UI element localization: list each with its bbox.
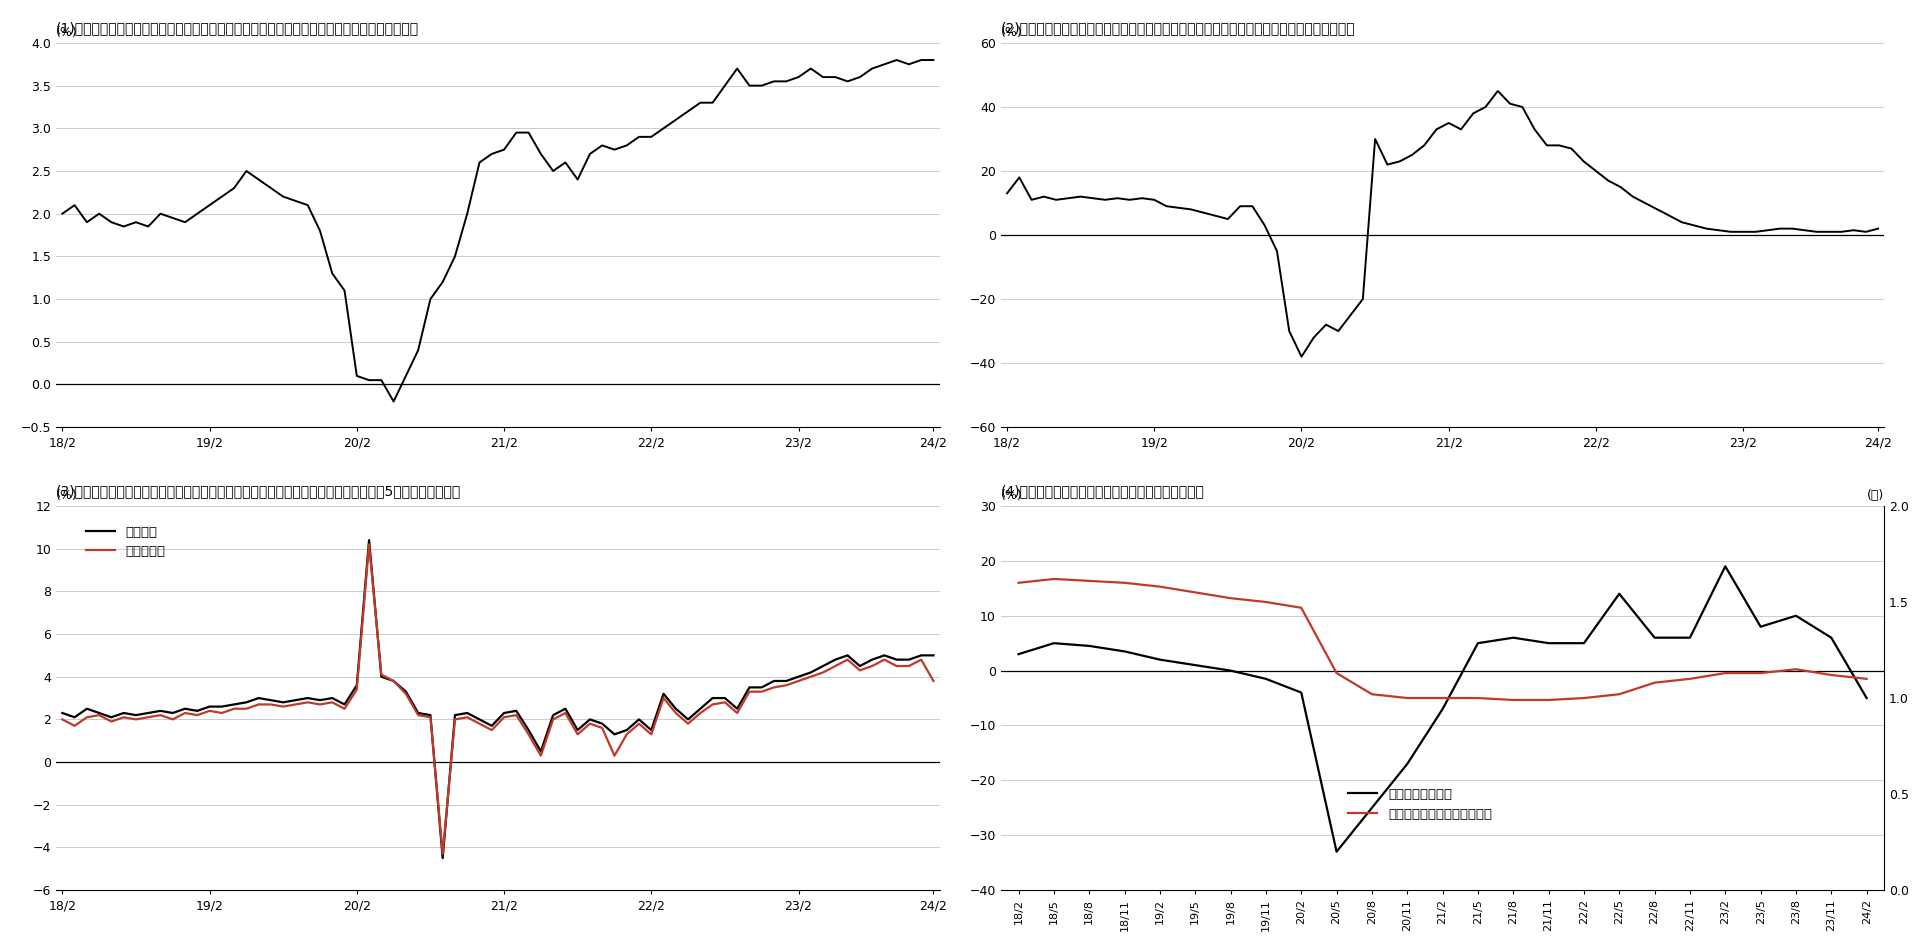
- 有効求人数前年比: [1749, 621, 1772, 632]
- 有効求人数前年比: [1148, 654, 1172, 665]
- 全事業所: [923, 649, 946, 661]
- 有効求人倍率（季節調整値）: [1042, 573, 1065, 585]
- Text: (1)募集賃金指数（前年同期比、ハローワーク含、総合、月次、ウエイト調整無、全国、全体）: (1)募集賃金指数（前年同期比、ハローワーク含、総合、月次、ウエイト調整無、全国…: [56, 21, 419, 35]
- 有効求人数前年比: [1254, 673, 1278, 684]
- 共通事業所: [430, 848, 454, 860]
- 全事業所: [565, 724, 589, 736]
- 有効求人数前年比: [1220, 664, 1243, 676]
- Line: 共通事業所: 共通事業所: [62, 545, 934, 854]
- 共通事業所: [872, 654, 896, 665]
- 有効求人倍率（季節調整値）: [1114, 577, 1137, 588]
- 有効求人数前年比: [1395, 758, 1419, 769]
- 有効求人倍率（季節調整値）: [1148, 581, 1172, 592]
- 有効求人倍率（季節調整値）: [1326, 667, 1349, 679]
- 有効求人数前年比: [1679, 632, 1702, 644]
- 有効求人倍率（季節調整値）: [1183, 586, 1206, 598]
- 有効求人数前年比: [1183, 660, 1206, 671]
- 有効求人倍率（季節調整値）: [1007, 577, 1031, 588]
- 全事業所: [664, 703, 687, 714]
- 有効求人倍率（季節調整値）: [1467, 692, 1490, 704]
- 共通事業所: [345, 684, 369, 695]
- Line: 全事業所: 全事業所: [62, 540, 934, 858]
- 有効求人数前年比: [1642, 632, 1666, 644]
- 共通事業所: [664, 707, 687, 719]
- 有効求人数前年比: [1573, 638, 1596, 649]
- Text: (4)一般職業紹介状況（前年同月比、パートタイム）: (4)一般職業紹介状況（前年同月比、パートタイム）: [1002, 484, 1204, 498]
- 有効求人数前年比: [1077, 640, 1100, 651]
- 有効求人倍率（季節調整値）: [1430, 692, 1453, 704]
- 有効求人倍率（季節調整値）: [1785, 664, 1808, 675]
- 全事業所: [627, 714, 650, 725]
- Line: 有効求人数前年比: 有効求人数前年比: [1019, 566, 1866, 852]
- 有効求人倍率（季節調整値）: [1642, 677, 1666, 688]
- 全事業所: [345, 680, 369, 691]
- 有効求人数前年比: [1855, 692, 1878, 704]
- 有効求人倍率（季節調整値）: [1220, 592, 1243, 604]
- 有効求人倍率（季節調整値）: [1254, 596, 1278, 607]
- 有効求人倍率（季節調整値）: [1608, 688, 1631, 700]
- 有効求人数前年比: [1114, 645, 1137, 657]
- 有効求人数前年比: [1007, 648, 1031, 660]
- Legend: 有効求人数前年比, 有効求人倍率（季節調整値）: 有効求人数前年比, 有効求人倍率（季節調整値）: [1343, 783, 1498, 826]
- 共通事業所: [565, 728, 589, 740]
- 有効求人数前年比: [1289, 686, 1312, 698]
- Legend: 全事業所, 共通事業所: 全事業所, 共通事業所: [81, 520, 170, 564]
- 全事業所: [50, 707, 73, 719]
- 有効求人倍率（季節調整値）: [1395, 692, 1419, 704]
- 有効求人倍率（季節調整値）: [1502, 694, 1525, 705]
- 有効求人倍率（季節調整値）: [1679, 673, 1702, 684]
- 有効求人倍率（季節調整値）: [1361, 688, 1384, 700]
- 有効求人数前年比: [1785, 610, 1808, 622]
- 有効求人倍率（季節調整値）: [1855, 673, 1878, 684]
- 有効求人倍率（季節調整値）: [1573, 692, 1596, 704]
- 有効求人倍率（季節調整値）: [1536, 694, 1559, 705]
- 共通事業所: [174, 707, 197, 719]
- 全事業所: [872, 649, 896, 661]
- 共通事業所: [627, 718, 650, 729]
- 有効求人倍率（季節調整値）: [1289, 602, 1312, 613]
- 全事業所: [430, 852, 454, 863]
- 共通事業所: [923, 675, 946, 686]
- 有効求人数前年比: [1042, 638, 1065, 649]
- Text: (%): (%): [1002, 26, 1023, 39]
- 共通事業所: [357, 539, 380, 550]
- 有効求人数前年比: [1326, 846, 1349, 858]
- 有効求人倍率（季節調整値）: [1077, 575, 1100, 586]
- 有効求人数前年比: [1361, 803, 1384, 814]
- Text: (3)毎月勤労統計（前年同月比、パートタイム、時間当たり所定内給与、調査産業計、5人以上の事業所）: (3)毎月勤労統計（前年同月比、パートタイム、時間当たり所定内給与、調査産業計、…: [56, 484, 461, 498]
- Line: 有効求人倍率（季節調整値）: 有効求人倍率（季節調整値）: [1019, 579, 1866, 700]
- Text: (倍): (倍): [1866, 489, 1884, 502]
- 有効求人倍率（季節調整値）: [1749, 667, 1772, 679]
- 有効求人数前年比: [1430, 704, 1453, 715]
- 有効求人数前年比: [1467, 638, 1490, 649]
- 有効求人数前年比: [1536, 638, 1559, 649]
- 全事業所: [174, 703, 197, 714]
- 全事業所: [357, 534, 380, 545]
- Text: (%): (%): [56, 26, 77, 39]
- 有効求人倍率（季節調整値）: [1820, 669, 1843, 681]
- Text: (%): (%): [56, 489, 77, 502]
- 共通事業所: [50, 714, 73, 725]
- Text: (2)求人数指数（前年同期比、ハローワーク含、総合、月次、ウエイト調整無、全国、全体）: (2)求人数指数（前年同期比、ハローワーク含、総合、月次、ウエイト調整無、全国、…: [1002, 21, 1355, 35]
- 有効求人数前年比: [1714, 561, 1737, 572]
- 有効求人倍率（季節調整値）: [1714, 667, 1737, 679]
- 有効求人数前年比: [1608, 588, 1631, 600]
- 有効求人数前年比: [1820, 632, 1843, 644]
- Text: (%): (%): [1002, 489, 1023, 502]
- 有効求人数前年比: [1502, 632, 1525, 644]
